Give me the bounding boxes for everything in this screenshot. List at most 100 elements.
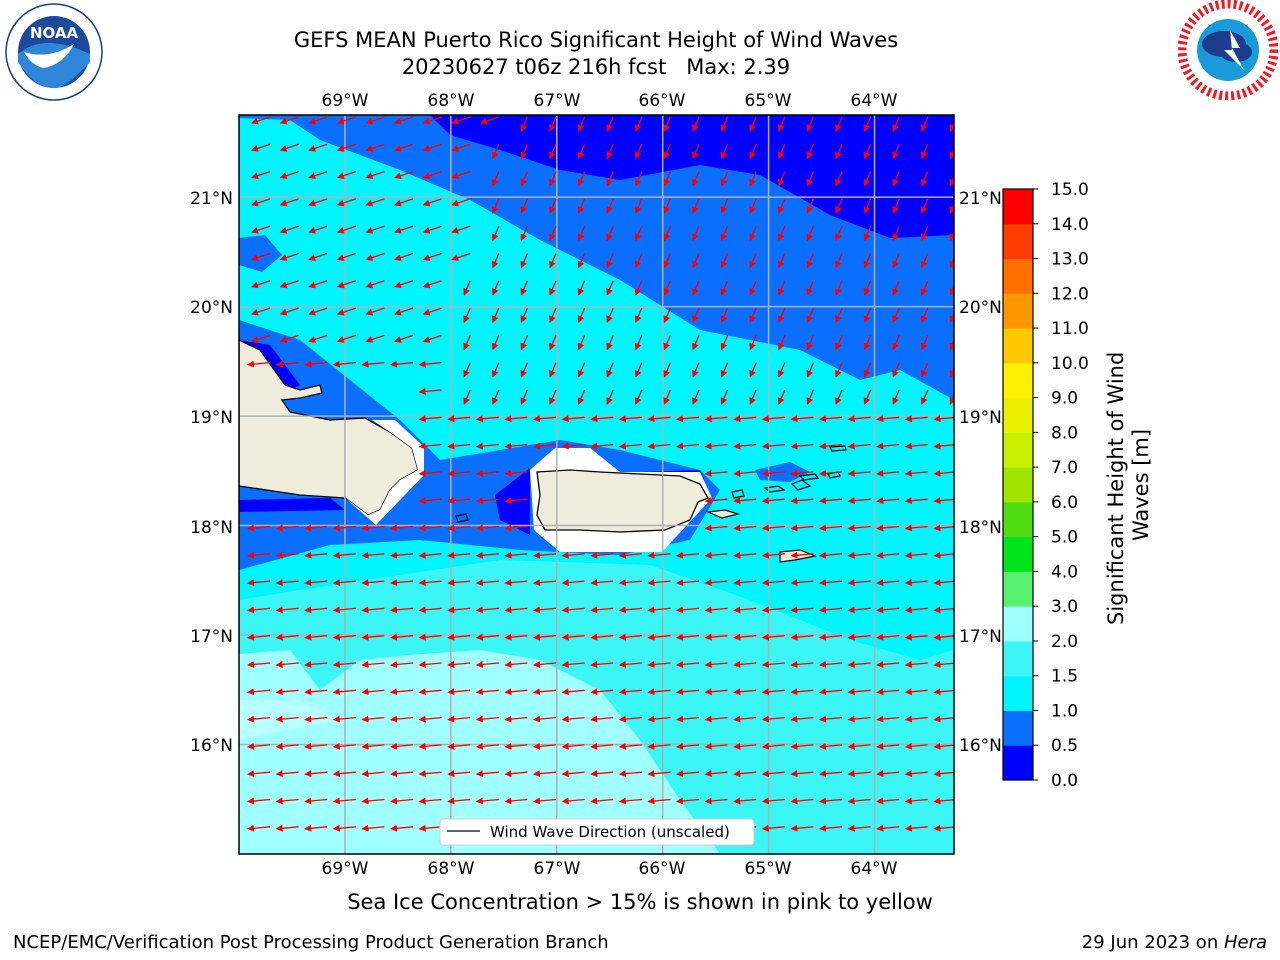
wind-arrow bbox=[304, 688, 328, 696]
lat-ticks-right: 21°N 20°N 19°N 18°N 17°N 16°N bbox=[959, 189, 1002, 756]
wind-arrow bbox=[634, 171, 643, 187]
wind-arrow bbox=[933, 415, 954, 423]
wind-arrow bbox=[394, 170, 414, 180]
wind-arrow bbox=[447, 579, 471, 587]
wind-arrow bbox=[336, 280, 357, 289]
wind-arrow bbox=[692, 171, 700, 187]
wind-arrow bbox=[806, 225, 814, 242]
wind-arrow bbox=[847, 715, 871, 723]
wind-arrow bbox=[418, 469, 442, 477]
wind-arrow bbox=[819, 633, 843, 641]
lon-ticks-bottom: 69°W 68°W 67°W 66°W 65°W 64°W bbox=[322, 859, 898, 879]
wind-arrow bbox=[733, 469, 757, 477]
wind-arrow bbox=[761, 524, 785, 532]
wind-arrow bbox=[634, 307, 643, 324]
wind-arrow bbox=[418, 415, 442, 423]
wind-arrow bbox=[304, 606, 328, 614]
wind-arrow bbox=[606, 280, 614, 296]
wind-arrow bbox=[835, 171, 843, 187]
wind-arrow bbox=[533, 742, 557, 750]
wind-arrow bbox=[422, 280, 442, 289]
wind-arrow bbox=[663, 253, 671, 269]
wind-arrow bbox=[933, 524, 954, 532]
wind-arrow bbox=[892, 280, 900, 296]
colorbar-tick-label: 10.0 bbox=[1051, 354, 1089, 374]
wind-arrow bbox=[863, 389, 872, 405]
wind-arrow bbox=[720, 116, 729, 132]
colorbar-segment bbox=[1003, 189, 1033, 225]
wind-arrow bbox=[663, 362, 671, 378]
wind-arrow bbox=[394, 116, 414, 125]
wind-arrow bbox=[933, 770, 954, 778]
wind-arrow bbox=[647, 415, 671, 423]
wind-arrow bbox=[491, 198, 500, 214]
lat-tick-right: 19°N bbox=[959, 408, 1002, 428]
wind-arrow bbox=[676, 579, 700, 587]
colorbar-frame bbox=[1002, 188, 1034, 781]
wind-arrow bbox=[336, 116, 357, 125]
wind-arrow bbox=[863, 362, 872, 378]
colorbar-segment bbox=[1003, 328, 1033, 364]
wind-arrow bbox=[777, 116, 786, 132]
wind-arrow bbox=[676, 551, 700, 559]
wind-arrow bbox=[933, 551, 954, 559]
wind-arrow bbox=[390, 606, 414, 614]
wind-arrow bbox=[275, 688, 299, 696]
wind-arrow bbox=[847, 770, 871, 778]
wind-arrow bbox=[394, 198, 414, 207]
wind-arrow bbox=[332, 742, 356, 750]
wind-arrow bbox=[336, 252, 357, 261]
wind-arrow bbox=[275, 715, 299, 723]
wind-arrow bbox=[647, 551, 671, 559]
wind-arrow bbox=[692, 307, 700, 324]
wind-arrow bbox=[806, 253, 814, 269]
colorbar-tick-label: 8.0 bbox=[1051, 423, 1078, 443]
wind-arrow bbox=[332, 660, 356, 668]
lon-tick-top: 68°W bbox=[428, 91, 475, 111]
wind-arrow bbox=[308, 225, 328, 234]
wind-arrow bbox=[790, 551, 814, 559]
wind-arrow bbox=[920, 198, 929, 214]
wind-arrow bbox=[275, 360, 299, 368]
wind-arrow bbox=[418, 660, 442, 668]
wind-arrow bbox=[761, 415, 785, 423]
wind-arrow bbox=[676, 715, 700, 723]
wind-arrow bbox=[275, 579, 299, 587]
wind-arrow bbox=[447, 606, 471, 614]
wind-arrow bbox=[933, 469, 954, 477]
wind-arrow bbox=[876, 688, 900, 696]
wind-arrow bbox=[451, 252, 471, 261]
wind-arrow bbox=[533, 715, 557, 723]
wind-arrow bbox=[790, 442, 814, 450]
wind-arrow bbox=[663, 335, 671, 351]
wind-arrow bbox=[819, 797, 843, 805]
wind-arrow bbox=[704, 715, 728, 723]
wind-arrow bbox=[676, 606, 700, 614]
lat-tick-right: 18°N bbox=[959, 518, 1002, 538]
wind-arrow bbox=[920, 225, 929, 242]
wind-arrow bbox=[606, 389, 614, 405]
wind-arrow bbox=[279, 116, 299, 125]
wind-arrow bbox=[933, 742, 954, 750]
wind-arrow bbox=[876, 606, 900, 614]
wind-arrow bbox=[777, 144, 786, 160]
wind-arrow bbox=[790, 797, 814, 805]
colorbar-segment bbox=[1003, 501, 1033, 538]
wind-arrow bbox=[904, 606, 928, 614]
wind-arrow bbox=[251, 198, 271, 207]
wind-arrow bbox=[876, 497, 900, 505]
wind-arrow bbox=[336, 225, 357, 234]
wind-arrow bbox=[275, 770, 299, 778]
colorbar-segment bbox=[1003, 536, 1033, 572]
wind-arrow bbox=[606, 116, 614, 132]
wind-arrow bbox=[692, 280, 700, 296]
wind-arrow bbox=[533, 770, 557, 778]
wind-arrow bbox=[933, 824, 954, 832]
wind-arrow bbox=[733, 797, 757, 805]
wind-arrow bbox=[504, 688, 528, 696]
lat-tick-left: 19°N bbox=[190, 408, 233, 428]
wind-arrow bbox=[761, 770, 785, 778]
wind-arrow bbox=[361, 742, 385, 750]
lat-tick-left: 18°N bbox=[190, 518, 233, 538]
